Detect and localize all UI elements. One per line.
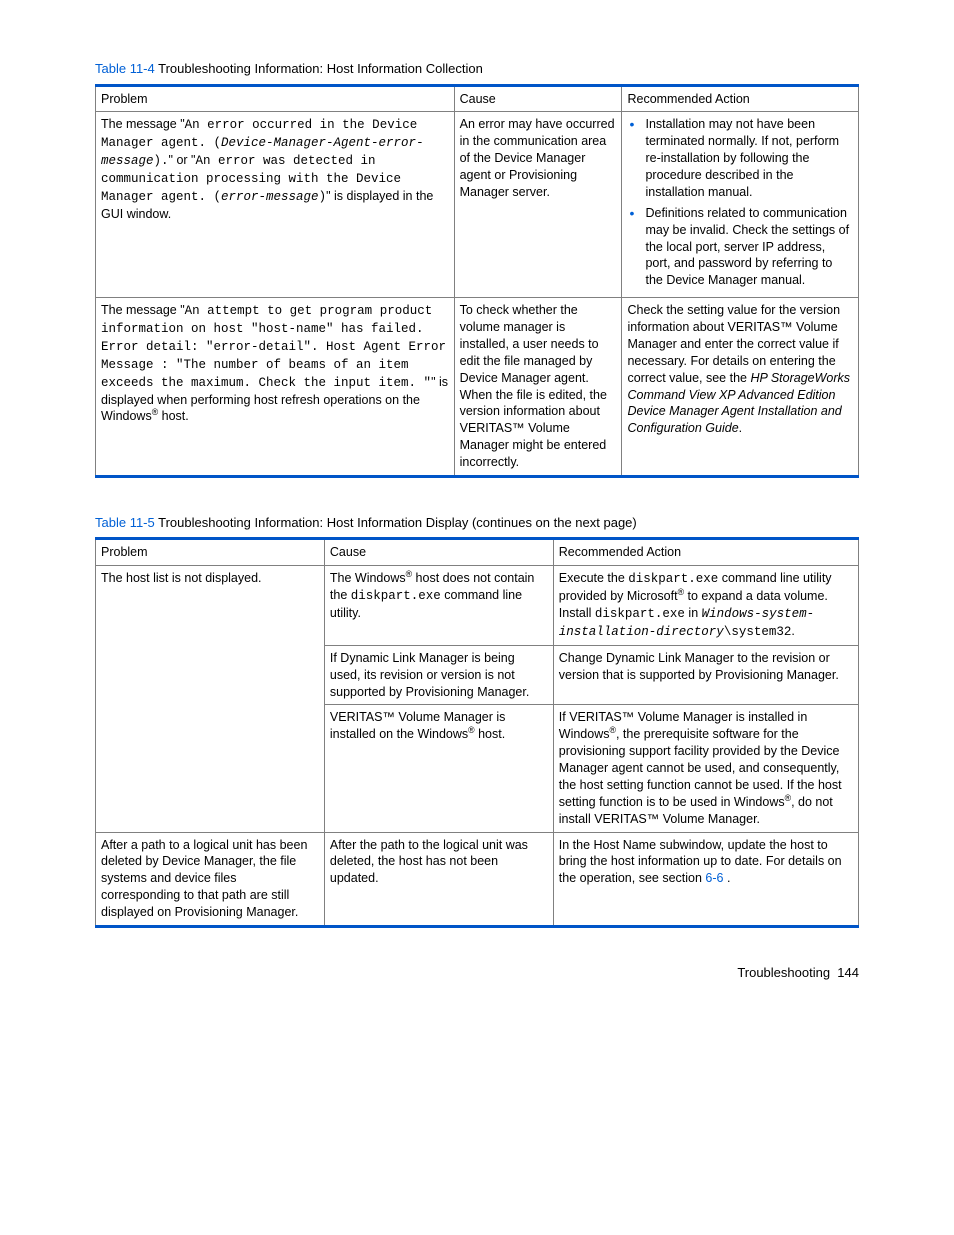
col-problem: Problem	[96, 85, 455, 112]
col-cause: Cause	[324, 539, 553, 566]
code-text: )	[319, 190, 327, 204]
list-item: Installation may not have been terminate…	[627, 116, 853, 200]
code-text: \system32	[724, 625, 792, 639]
cause-cell: To check whether the volume manager is i…	[454, 298, 622, 477]
code-text: diskpart.exe	[628, 572, 718, 586]
action-cell: If VERITAS™ Volume Manager is installed …	[553, 705, 858, 832]
caption-text: Troubleshooting Information: Host Inform…	[155, 515, 637, 530]
text: Execute the	[559, 571, 629, 585]
table-ref-link[interactable]: Table 11-5	[95, 515, 155, 530]
cause-cell: If Dynamic Link Manager is being used, i…	[324, 645, 553, 705]
table-row: The host list is not displayed. The Wind…	[96, 566, 859, 646]
troubleshooting-table-2: Problem Cause Recommended Action The hos…	[95, 537, 859, 928]
col-cause: Cause	[454, 85, 622, 112]
table-row: The message "An error occurred in the De…	[96, 112, 859, 298]
list-item: Definitions related to communication may…	[627, 205, 853, 289]
cause-cell: After the path to the logical unit was d…	[324, 832, 553, 926]
cause-cell: VERITAS™ Volume Manager is installed on …	[324, 705, 553, 832]
action-list: Installation may not have been terminate…	[627, 116, 853, 289]
problem-cell: The message "An error occurred in the De…	[96, 112, 455, 298]
action-cell: Execute the diskpart.exe command line ut…	[553, 566, 858, 646]
code-text: diskpart.exe	[351, 589, 441, 603]
text: The message "	[101, 117, 185, 131]
text: The message "	[101, 303, 185, 317]
cause-cell: The Windows® host does not contain the d…	[324, 566, 553, 646]
col-problem: Problem	[96, 539, 325, 566]
text: host.	[475, 727, 506, 741]
action-cell: Change Dynamic Link Manager to the revis…	[553, 645, 858, 705]
cause-cell: An error may have occurred in the commun…	[454, 112, 622, 298]
table-row: After a path to a logical unit has been …	[96, 832, 859, 926]
text: .	[727, 871, 730, 885]
footer-label: Troubleshooting	[737, 965, 830, 980]
action-cell: Check the setting value for the version …	[622, 298, 859, 477]
table-caption: Table 11-4 Troubleshooting Information: …	[95, 60, 859, 78]
text: .	[791, 624, 794, 638]
problem-cell: The message "An attempt to get program p…	[96, 298, 455, 477]
col-action: Recommended Action	[622, 85, 859, 112]
table-row: The message "An attempt to get program p…	[96, 298, 859, 477]
code-text: diskpart.exe	[595, 607, 685, 621]
action-cell: Installation may not have been terminate…	[622, 112, 859, 298]
problem-cell: The host list is not displayed.	[96, 566, 325, 832]
col-action: Recommended Action	[553, 539, 858, 566]
table-ref-link[interactable]: Table 11-4	[95, 61, 155, 76]
text: In the Host Name subwindow, update the h…	[559, 838, 842, 886]
text: The Windows	[330, 571, 406, 585]
code-text: ).	[154, 154, 169, 168]
code-placeholder: error-message	[221, 190, 319, 204]
text: in	[685, 606, 702, 620]
page-footer: Troubleshooting 144	[95, 964, 859, 982]
page-number: 144	[837, 965, 859, 980]
problem-cell: After a path to a logical unit has been …	[96, 832, 325, 926]
action-cell: In the Host Name subwindow, update the h…	[553, 832, 858, 926]
text: host.	[158, 409, 189, 423]
text: .	[739, 421, 742, 435]
caption-text: Troubleshooting Information: Host Inform…	[155, 61, 483, 76]
table-header-row: Problem Cause Recommended Action	[96, 85, 859, 112]
troubleshooting-table-1: Problem Cause Recommended Action The mes…	[95, 84, 859, 478]
table-header-row: Problem Cause Recommended Action	[96, 539, 859, 566]
table-caption: Table 11-5 Troubleshooting Information: …	[95, 514, 859, 532]
section-link[interactable]: 6-6	[705, 871, 727, 885]
text: " or "	[169, 153, 196, 167]
